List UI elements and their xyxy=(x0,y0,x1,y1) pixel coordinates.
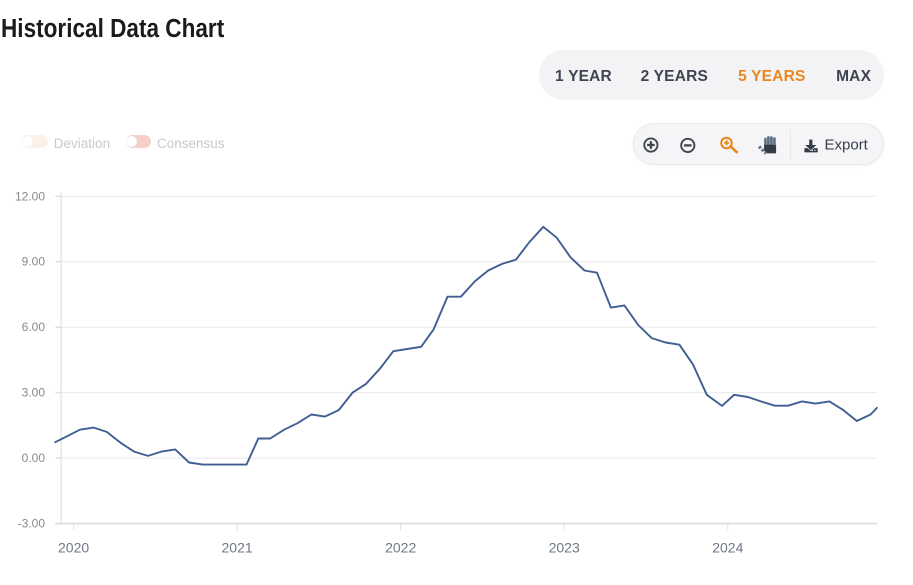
svg-text:0.00: 0.00 xyxy=(22,451,46,465)
svg-text:2023: 2023 xyxy=(549,540,580,556)
svg-text:12.00: 12.00 xyxy=(15,189,45,203)
svg-text:2024: 2024 xyxy=(712,540,743,556)
svg-text:2020: 2020 xyxy=(58,540,89,556)
svg-text:2021: 2021 xyxy=(222,540,253,556)
svg-text:6.00: 6.00 xyxy=(22,320,46,334)
svg-text:-3.00: -3.00 xyxy=(18,517,46,531)
svg-text:2022: 2022 xyxy=(385,540,416,556)
svg-text:9.00: 9.00 xyxy=(22,255,46,269)
svg-text:3.00: 3.00 xyxy=(22,386,46,400)
svg-text:Export: Export xyxy=(825,136,869,153)
